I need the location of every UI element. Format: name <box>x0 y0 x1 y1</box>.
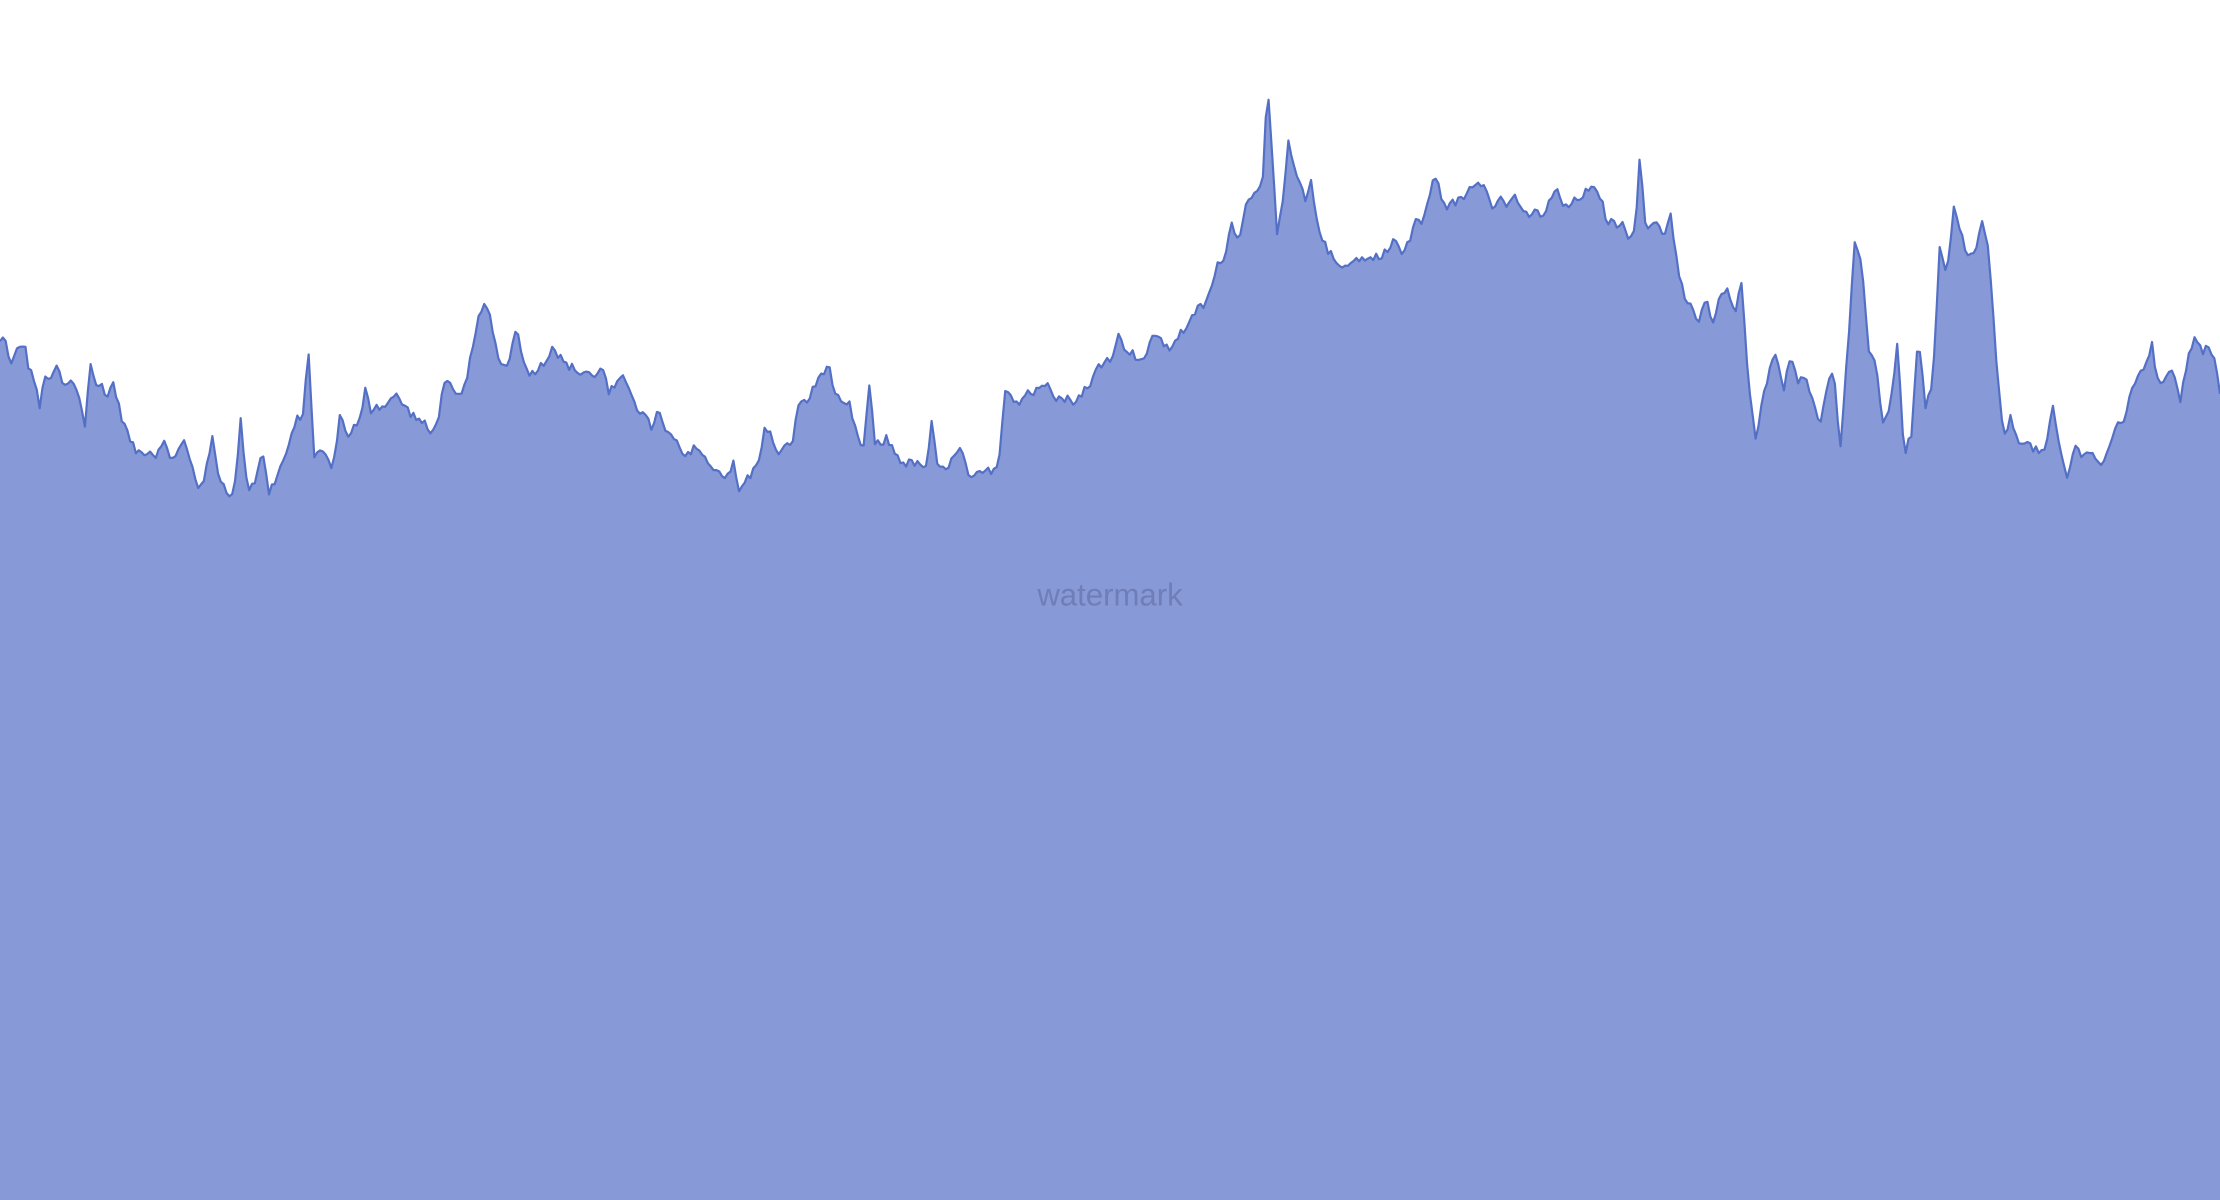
area-fill <box>0 99 2220 1200</box>
watermark-text: watermark <box>1036 578 1183 613</box>
series-line <box>0 100 2220 497</box>
